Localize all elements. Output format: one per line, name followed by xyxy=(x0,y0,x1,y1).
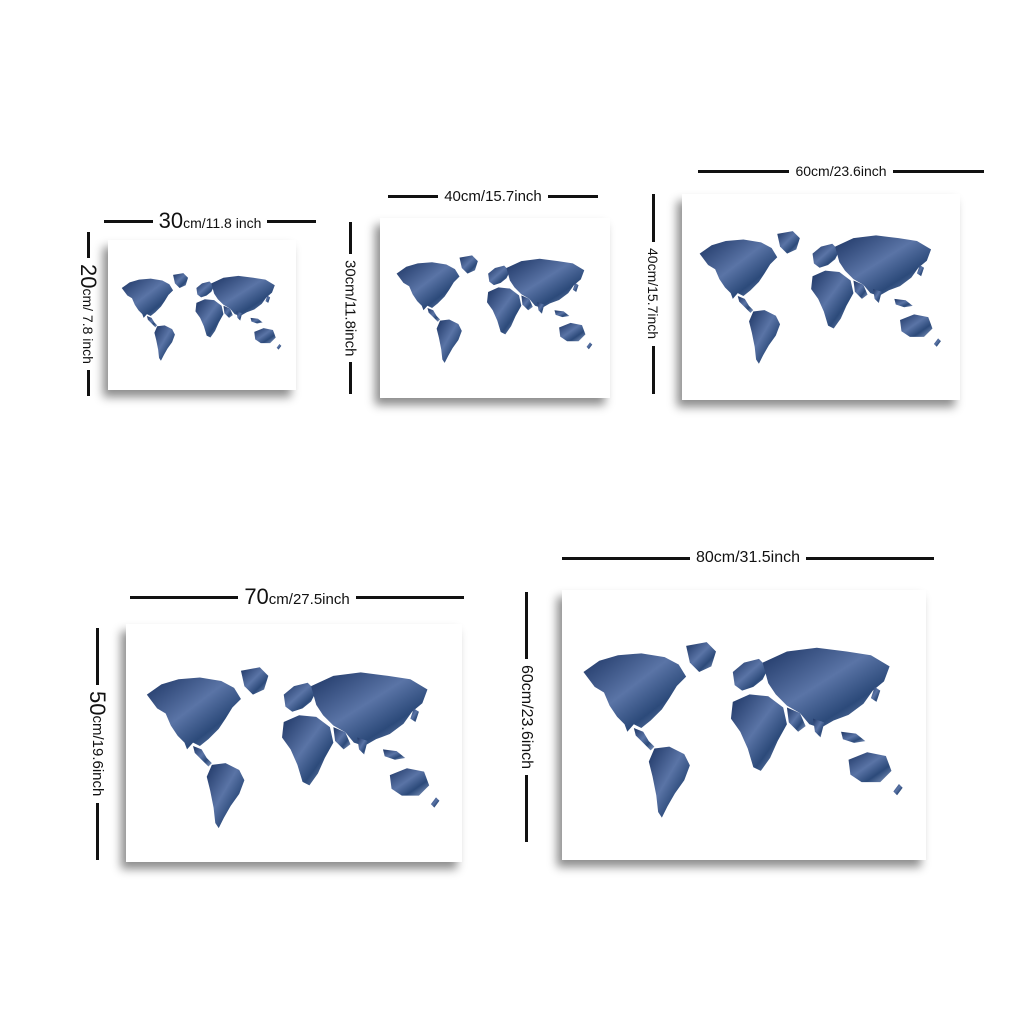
dimension-line xyxy=(651,194,655,243)
height-label: 30cm/11.8inch xyxy=(341,259,359,357)
dimension-line xyxy=(892,169,984,173)
height-dimension-60: 60cm/23.6inch xyxy=(514,592,538,842)
height-label: 60cm/23.6inch xyxy=(518,664,535,770)
dimension-line xyxy=(267,219,316,223)
dimension-line xyxy=(95,628,99,686)
height-dimension-50: 50cm/19.6inch xyxy=(82,628,112,860)
width-label: 40cm/15.7inch xyxy=(444,187,542,205)
width-dimension-70: 70cm/27.5inch xyxy=(130,584,465,610)
width-dimension-40: 40cm/15.7inch xyxy=(388,184,598,208)
height-dimension-40: 40cm/15.7inch xyxy=(642,194,664,394)
dimension-line xyxy=(388,194,439,198)
dimension-line xyxy=(86,370,90,397)
height-dimension-20: 20cm/ 7.8 inch xyxy=(74,232,102,397)
dimension-line xyxy=(95,802,99,860)
world-map-image xyxy=(699,231,941,364)
frame-30x20 xyxy=(108,240,296,390)
width-label: 30cm/11.8 inch xyxy=(158,208,262,233)
dimension-line xyxy=(524,592,528,659)
dimension-line xyxy=(698,169,790,173)
dimension-line xyxy=(348,222,352,254)
world-map-image xyxy=(146,667,440,829)
dimension-line xyxy=(651,345,655,394)
width-label: 80cm/31.5inch xyxy=(695,549,801,566)
world-map-image xyxy=(396,255,593,363)
height-label: 50cm/19.6inch xyxy=(85,691,110,797)
width-dimension-80: 80cm/31.5inch xyxy=(562,546,934,570)
dimension-line xyxy=(348,362,352,395)
dimension-line xyxy=(355,595,465,599)
dimension-line xyxy=(130,595,239,599)
dimension-line xyxy=(104,219,153,223)
frame-40x30 xyxy=(380,218,610,398)
frame-60x40 xyxy=(682,194,960,400)
width-dimension-30: 30cm/11.8 inch xyxy=(104,208,316,234)
dimension-line xyxy=(562,556,690,560)
world-map-image xyxy=(583,642,903,818)
height-label: 40cm/15.7inch xyxy=(645,248,661,340)
dimension-line xyxy=(86,232,90,259)
width-label: 60cm/23.6inch xyxy=(795,163,887,179)
width-label: 70cm/27.5inch xyxy=(244,584,350,609)
frame-80x60 xyxy=(562,590,926,860)
dimension-line xyxy=(524,775,528,842)
world-map-image xyxy=(121,273,282,361)
dimension-line xyxy=(806,556,934,560)
width-dimension-60: 60cm/23.6inch xyxy=(698,160,984,182)
frame-70x50 xyxy=(126,624,462,862)
height-label: 20cm/ 7.8 inch xyxy=(76,264,101,364)
dimension-line xyxy=(547,194,598,198)
height-dimension-30: 30cm/11.8inch xyxy=(338,222,362,395)
